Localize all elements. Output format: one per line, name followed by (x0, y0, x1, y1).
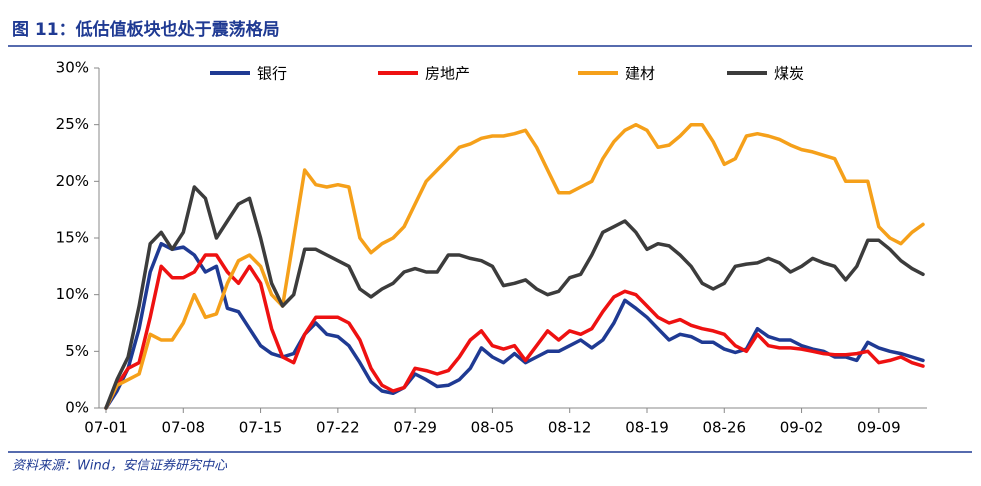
x-tick-label: 07-22 (316, 419, 360, 437)
series-line (104, 185, 925, 410)
x-tick-label: 08-12 (548, 419, 592, 437)
x-tick-label: 08-26 (702, 419, 746, 437)
legend-label: 银行 (257, 65, 287, 83)
y-tick-label: 0% (65, 399, 89, 417)
x-tick-label: 08-19 (625, 419, 669, 437)
series-line (104, 122, 925, 410)
x-tick-label: 07-08 (161, 419, 205, 437)
legend-label: 房地产 (425, 65, 470, 83)
series-line (104, 253, 925, 410)
x-tick-label: 09-09 (857, 419, 901, 437)
y-tick-label: 30% (56, 59, 89, 77)
x-tick-label: 08-05 (471, 419, 515, 437)
legend-label: 煤炭 (774, 65, 804, 83)
legend-label: 建材 (625, 65, 655, 83)
y-tick-label: 25% (56, 115, 89, 133)
chart-title: 图 11：低估值板块也处于震荡格局 (12, 19, 280, 40)
x-tick-label: 07-01 (84, 419, 128, 437)
y-tick-label: 20% (56, 172, 89, 190)
series-line (104, 241, 925, 410)
y-tick-label: 15% (56, 229, 89, 247)
y-tick-label: 10% (56, 285, 89, 303)
x-tick-label: 07-29 (393, 419, 437, 437)
x-tick-label: 09-02 (780, 419, 824, 437)
x-tick-label: 07-15 (239, 419, 283, 437)
source-note: 资料来源：Wind，安信证券研究中心 (12, 458, 228, 474)
y-tick-label: 5% (65, 342, 89, 360)
